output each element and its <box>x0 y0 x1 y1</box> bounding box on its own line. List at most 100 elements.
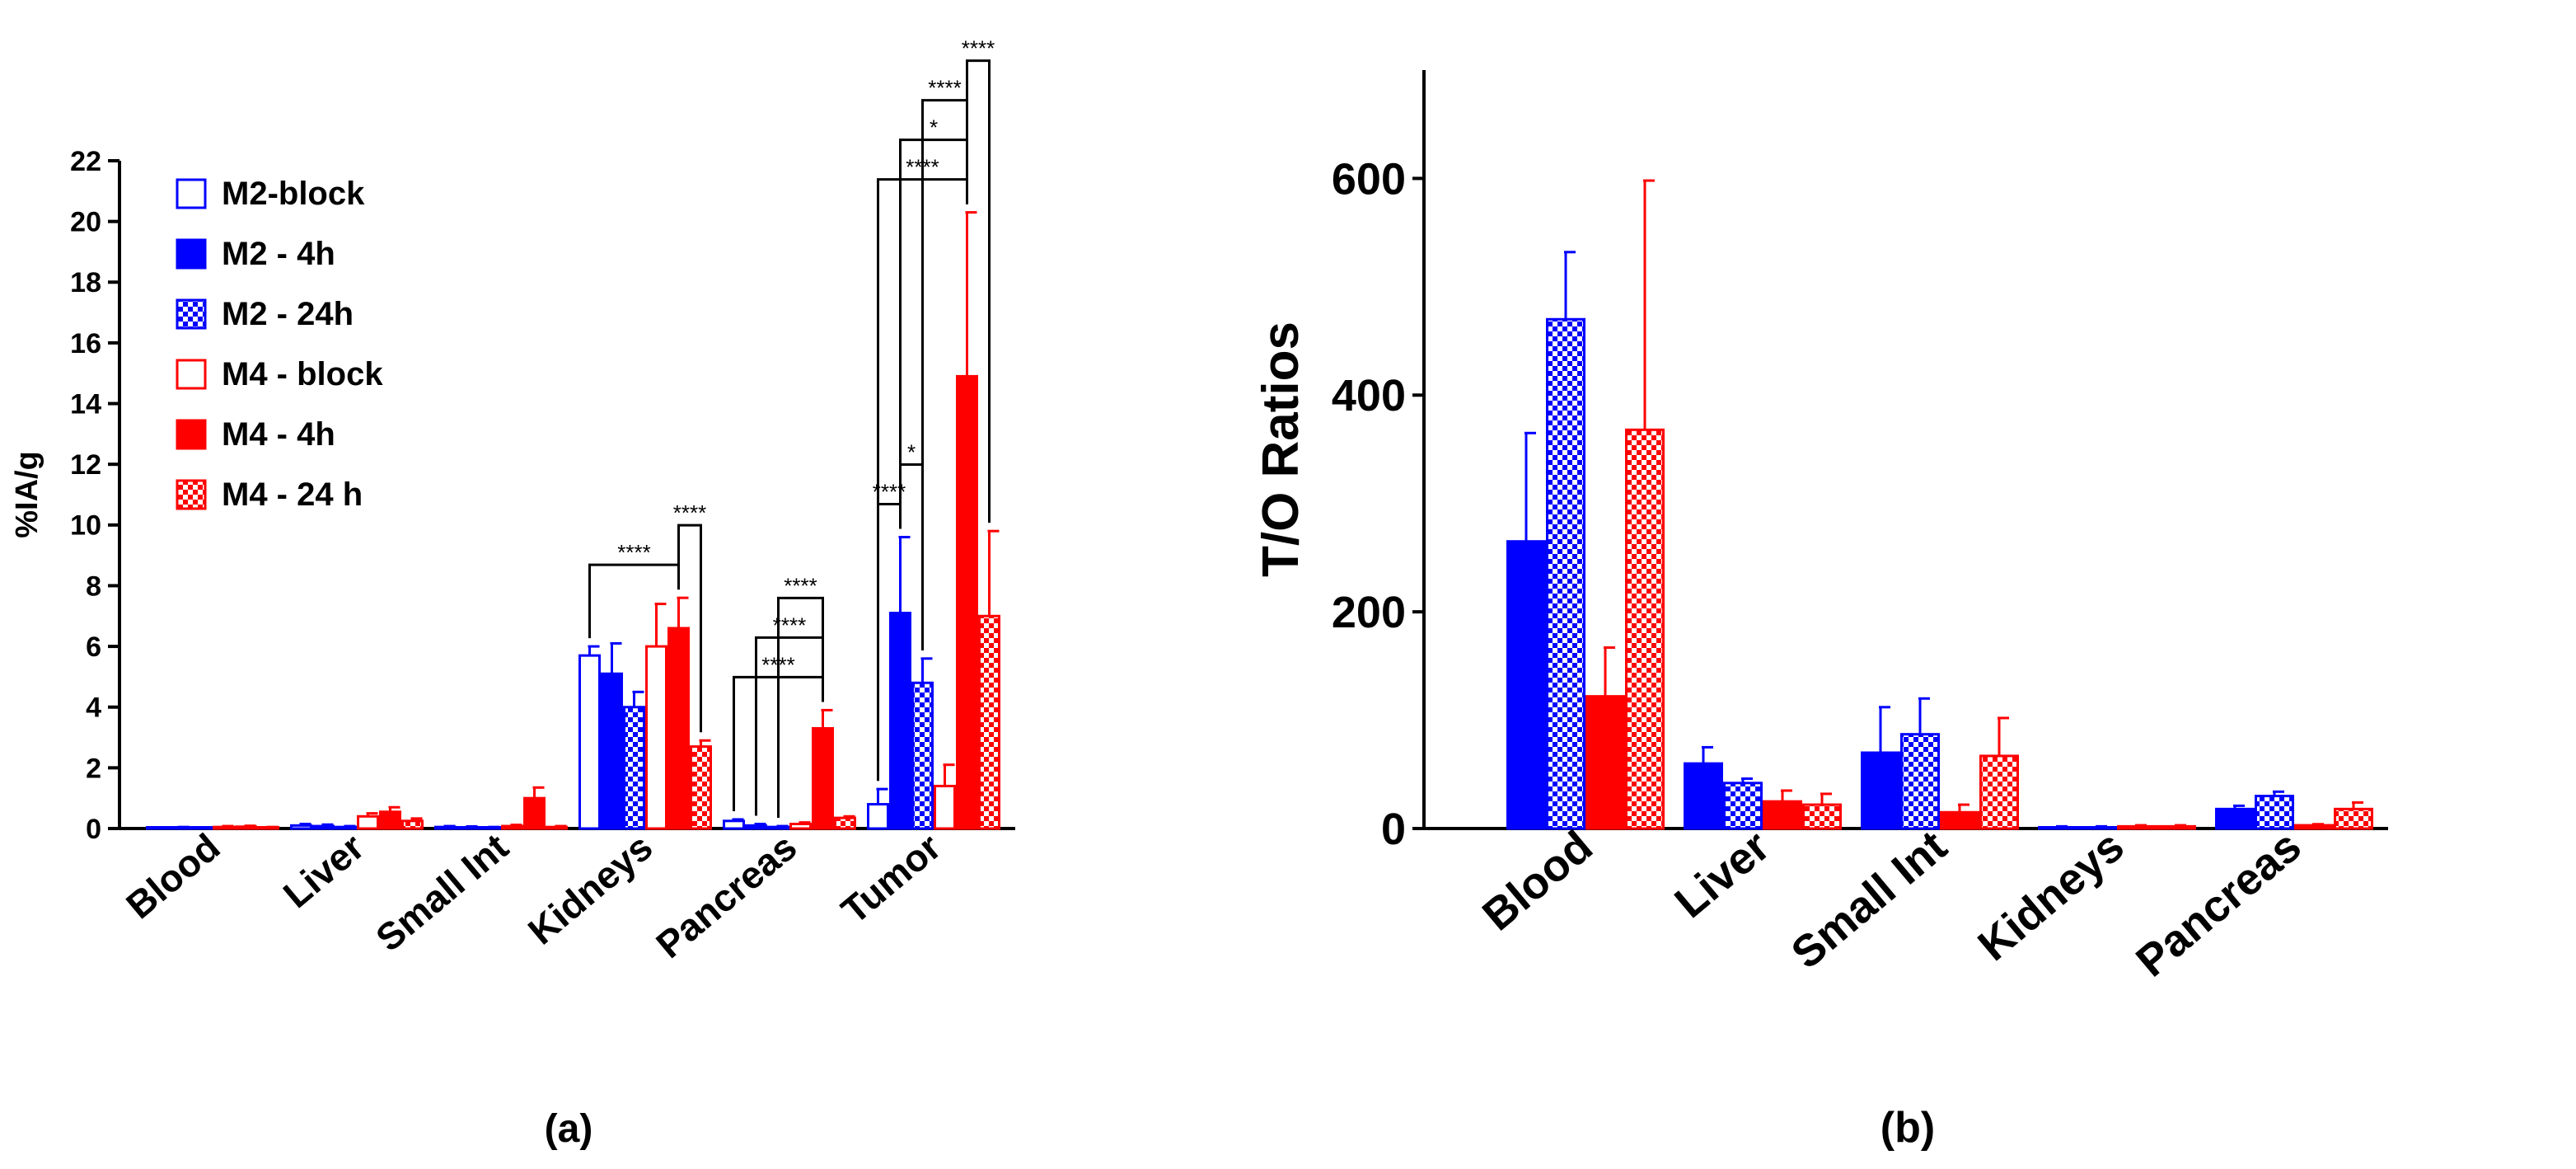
category-label-tumor: Tumor <box>833 825 949 932</box>
bar-m4-24-h-kidneys <box>690 745 712 830</box>
chart-panel-b: 0 200 400 600 T/O Ratios Blood Liver Small Int K… <box>1253 70 2388 1152</box>
bar-m2-24h-small-int <box>1900 733 1940 830</box>
category-label-small-int: Small Int <box>1782 821 1956 979</box>
bar-m2-block-pancreas <box>723 819 745 830</box>
y-tick-label: 4 <box>86 692 101 724</box>
y-tick-label: 400 <box>1332 371 1406 420</box>
chart-panel-a: 0 2 4 6 8 10 12 14 16 18 20 22 %IA/g Blood LiverSmall … <box>10 36 1015 1151</box>
y-tick-label: 12 <box>70 449 101 481</box>
bar-m4-24-h-pancreas <box>2334 807 2373 830</box>
legend-swatch-m2-block <box>176 178 207 209</box>
bar-m2-4h-pancreas <box>2215 807 2255 830</box>
bar-m2-24h-kidneys <box>623 706 645 830</box>
bar-m2-block-tumor <box>867 803 889 830</box>
significance-label: * <box>930 115 938 140</box>
category-label-liver: Liver <box>275 825 372 917</box>
y-axis-title: %IA/g <box>10 451 44 538</box>
bar-m4-block-tumor <box>934 784 956 830</box>
significance-bracket <box>966 59 991 523</box>
significance-bracket <box>777 596 824 819</box>
legend-label-m2-24h: M2 - 24h <box>222 296 354 332</box>
bar-m4-24-h-liver <box>1802 803 1842 830</box>
y-tick-label: 6 <box>86 631 101 663</box>
significance-label: **** <box>673 500 706 525</box>
significance-label: **** <box>928 76 961 101</box>
panel-label: (a) <box>545 1107 593 1151</box>
bar-m2-24h-liver <box>1723 782 1763 830</box>
legend-swatch-m2-4h <box>176 238 207 270</box>
y-tick-label: 10 <box>70 510 101 542</box>
bar-m4-4h-pancreas <box>812 727 834 830</box>
bar-m4-block-liver <box>357 815 379 830</box>
bar-m2-24h-blood <box>1546 317 1585 830</box>
bar-m2-block-kidneys <box>578 654 601 830</box>
y-tick-label: 8 <box>86 570 101 602</box>
bar-m4-4h-small-int <box>523 796 546 830</box>
legend-label-m4-4h: M4 - 4h <box>222 416 335 453</box>
bar-m2-4h-liver <box>312 824 335 830</box>
y-tick-label: 16 <box>70 328 101 359</box>
bar-m4-4h-tumor <box>956 374 978 830</box>
bar-m4-4h-liver <box>379 810 401 830</box>
legend-label-m2-4h: M2 - 4h <box>222 236 335 272</box>
bar-m2-24h-pancreas <box>2255 795 2294 830</box>
bar-m4-24-h-pancreas <box>834 816 856 830</box>
legend-swatch-m4-24-h <box>176 479 207 510</box>
legend-label-m4-24-h: M4 - 24 h <box>222 477 363 513</box>
panel-label: (b) <box>1880 1104 1935 1152</box>
y-axis-title: T/O Ratios <box>1253 322 1309 577</box>
y-tick-label: 200 <box>1332 588 1406 637</box>
significance-label: **** <box>617 540 650 565</box>
significance-bracket <box>588 563 680 639</box>
bar-m2-4h-liver <box>1684 762 1723 830</box>
y-tick-label: 600 <box>1332 154 1406 204</box>
bar-m4-24-h-small-int <box>1979 754 2019 830</box>
category-label-blood: Blood <box>1473 821 1602 940</box>
bar-m2-4h-blood <box>1506 540 1546 830</box>
bar-m2-24h-tumor <box>911 681 934 830</box>
bar-m4-4h-kidneys <box>667 627 690 830</box>
category-label-liver: Liver <box>1665 821 1778 927</box>
bar-m2-4h-small-int <box>1861 751 1900 830</box>
bar-m4-24-h-blood <box>1625 428 1665 830</box>
y-tick-label: 18 <box>70 267 101 298</box>
bar-m4-4h-pancreas <box>2294 824 2334 830</box>
significance-label: **** <box>784 573 817 598</box>
legend-swatch-m4-block <box>176 359 207 390</box>
y-tick-label: 22 <box>70 146 101 177</box>
y-tick-label: 2 <box>86 753 101 784</box>
category-label-blood: Blood <box>118 825 227 927</box>
y-tick-label: 20 <box>70 207 101 238</box>
bar-m4-4h-blood <box>1585 695 1625 830</box>
y-tick-label: 0 <box>1381 805 1406 854</box>
category-label-kidneys: Kidneys <box>520 825 661 953</box>
y-tick-label: 0 <box>86 814 101 845</box>
category-label-kidneys: Kidneys <box>1969 821 2133 970</box>
legend-label-m4-block: M4 - block <box>222 356 383 392</box>
category-label-pancreas: Pancreas <box>648 825 804 966</box>
legend-swatch-m2-24h <box>176 298 207 330</box>
y-tick-label: 14 <box>70 388 101 420</box>
legend-label-m2-block: M2-block <box>222 176 365 212</box>
bar-m4-24-h-liver <box>401 819 424 830</box>
bar-m4-24-h-tumor <box>978 614 1000 830</box>
bar-m2-4h-pancreas <box>745 824 767 830</box>
significance-label: * <box>907 440 916 465</box>
bar-m4-block-pancreas <box>789 822 812 830</box>
bar-m4-4h-kidneys <box>2117 824 2157 830</box>
legend-swatch-m4-4h <box>176 419 207 450</box>
significance-label: **** <box>962 36 995 61</box>
significance-bracket <box>677 523 702 733</box>
bar-m4-block-kidneys <box>645 645 667 830</box>
bar-m2-4h-kidneys <box>601 672 623 830</box>
category-label-small-int: Small Int <box>368 825 516 960</box>
bar-m4-block-small-int <box>501 824 523 830</box>
bar-m2-block-liver <box>290 824 312 830</box>
bar-m4-4h-small-int <box>1940 810 1979 830</box>
bar-m2-4h-tumor <box>889 612 911 830</box>
category-label-pancreas: Pancreas <box>2127 821 2311 986</box>
bar-m4-24-h-kidneys <box>2157 824 2196 830</box>
bar-m4-4h-liver <box>1763 800 1802 830</box>
